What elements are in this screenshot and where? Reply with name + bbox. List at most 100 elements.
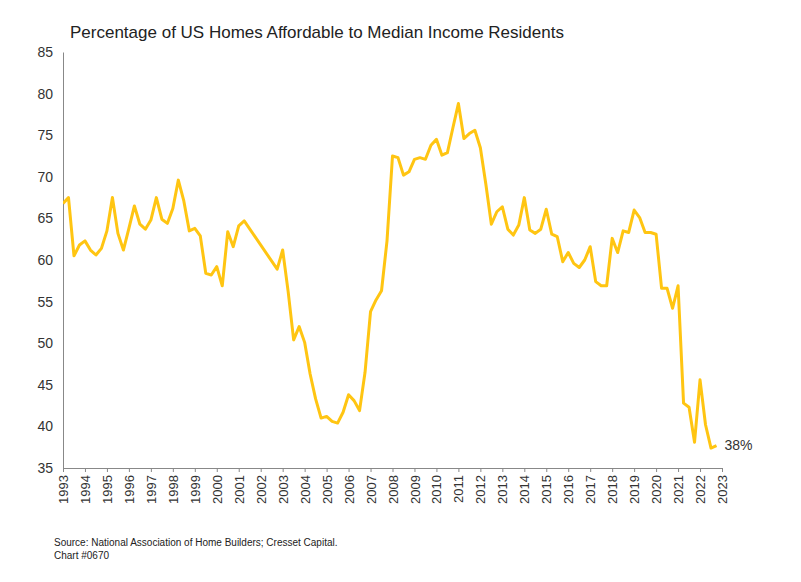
- x-tick: 2006: [342, 468, 357, 504]
- y-tick-label: 70: [37, 169, 53, 185]
- x-tick-mark: [524, 468, 525, 472]
- x-tick-label: 1995: [100, 475, 115, 504]
- y-tick: 70: [37, 169, 63, 185]
- x-tick-mark: [305, 468, 306, 472]
- x-tick-label: 2018: [605, 475, 620, 504]
- y-tick-label: 75: [37, 127, 53, 143]
- title: Percentage of US Homes Affordable to Med…: [70, 23, 564, 42]
- x-tick-mark: [458, 468, 459, 472]
- x-tick: 1997: [144, 468, 159, 504]
- x-tick-label: 2010: [429, 475, 444, 504]
- x-tick-label: 1997: [144, 475, 159, 504]
- x-tick-mark: [107, 468, 108, 472]
- x-tick-label: 1994: [78, 475, 93, 504]
- x-tick: 2004: [298, 468, 313, 504]
- x-tick-label: 2014: [517, 475, 532, 504]
- x-tick-mark: [590, 468, 591, 472]
- x-tick-mark: [480, 468, 481, 472]
- y-tick: 80: [37, 86, 63, 102]
- x-tick: 2023: [715, 468, 730, 504]
- annotation: 38%: [725, 437, 753, 453]
- y-tick: 35: [37, 460, 63, 476]
- x-tick-label: 2016: [561, 475, 576, 504]
- chart-number: Chart #0670: [54, 550, 109, 561]
- x-tick-mark: [700, 468, 701, 472]
- x-tick: 2005: [320, 468, 335, 504]
- x-tick-label: 1996: [122, 475, 137, 504]
- x-tick-label: 2020: [649, 475, 664, 504]
- x-tick-label: 1998: [166, 475, 181, 504]
- x-tick-label: 2004: [298, 475, 313, 504]
- x-tick: 2009: [408, 468, 423, 504]
- x-tick: 2013: [495, 468, 510, 504]
- x-tick-label: 2011: [451, 475, 466, 503]
- series-group: [63, 104, 717, 448]
- y-tick-label: 35: [37, 460, 53, 476]
- x-tick-mark: [261, 468, 262, 472]
- x-tick-label: 2012: [473, 475, 488, 504]
- x-tick-mark: [656, 468, 657, 472]
- x-tick-mark: [393, 468, 394, 472]
- x-tick: 2012: [473, 468, 488, 504]
- x-tick-mark: [283, 468, 284, 472]
- x-tick-mark: [371, 468, 372, 472]
- y-tick-label: 55: [37, 294, 53, 310]
- x-tick-label: 2001: [232, 475, 247, 504]
- x-tick: 2017: [583, 468, 598, 504]
- x-tick: 2020: [649, 468, 664, 504]
- x-axis: 1993 1994 1995 1996 1997 1998 1999 2000 2001 2002…: [56, 468, 730, 504]
- plot-area: 3540455055606570758085199319941995199619…: [37, 44, 752, 504]
- x-tick: 2018: [605, 468, 620, 504]
- x-tick-mark: [151, 468, 152, 472]
- x-tick-mark: [502, 468, 503, 472]
- x-tick-label: 2022: [693, 475, 708, 504]
- x-tick: 1999: [188, 468, 203, 504]
- x-tick: 2007: [364, 468, 379, 504]
- x-tick: 2022: [693, 468, 708, 504]
- x-tick-label: 2002: [254, 475, 269, 504]
- x-tick: 2015: [539, 468, 554, 504]
- x-tick-mark: [678, 468, 679, 472]
- x-tick-mark: [414, 468, 415, 472]
- x-tick-mark: [634, 468, 635, 472]
- x-tick: 1995: [100, 468, 115, 504]
- source: Source: National Association of Home Bui…: [54, 537, 337, 548]
- x-tick: 2011: [451, 468, 466, 503]
- x-tick: 2021: [671, 468, 686, 504]
- y-tick: 60: [37, 252, 63, 268]
- y-tick: 50: [37, 335, 63, 351]
- x-tick-mark: [722, 468, 723, 472]
- y-tick: 75: [37, 127, 63, 143]
- x-tick: 2000: [210, 468, 225, 504]
- x-tick: 2010: [429, 468, 444, 504]
- x-tick-label: 2007: [364, 475, 379, 504]
- x-tick: 2016: [561, 468, 576, 504]
- x-tick-mark: [217, 468, 218, 472]
- y-tick-label: 80: [37, 86, 53, 102]
- x-tick-label: 1999: [188, 475, 203, 504]
- x-tick-mark: [436, 468, 437, 472]
- x-tick: 2014: [517, 468, 532, 504]
- x-tick-mark: [85, 468, 86, 472]
- x-tick: 2008: [386, 468, 401, 504]
- x-tick-mark: [129, 468, 130, 472]
- y-tick: 55: [37, 294, 63, 310]
- x-tick-label: 2005: [320, 475, 335, 504]
- x-tick: 2019: [627, 468, 642, 504]
- x-tick-mark: [327, 468, 328, 472]
- x-tick-label: 2021: [671, 475, 686, 504]
- x-tick-label: 2015: [539, 475, 554, 504]
- series-line: [63, 104, 717, 448]
- y-tick-label: 85: [37, 44, 53, 60]
- x-tick-mark: [239, 468, 240, 472]
- x-tick-mark: [173, 468, 174, 472]
- x-tick-label: 2017: [583, 475, 598, 504]
- x-tick-label: 2019: [627, 475, 642, 504]
- x-tick: 1993: [56, 468, 71, 504]
- y-axis: 3540455055606570758085: [37, 44, 63, 476]
- y-tick-label: 45: [37, 377, 53, 393]
- x-tick-mark: [546, 468, 547, 472]
- x-tick: 2003: [276, 468, 291, 504]
- y-tick-label: 60: [37, 252, 53, 268]
- x-tick-label: 2009: [408, 475, 423, 504]
